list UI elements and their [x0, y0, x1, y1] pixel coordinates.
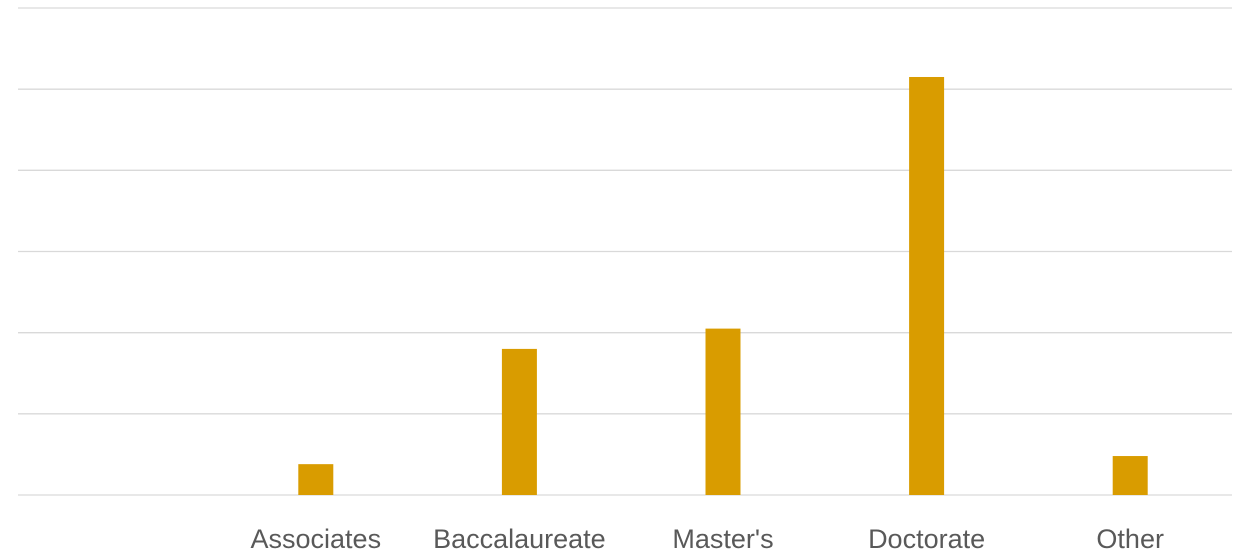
bar-doctorate: [909, 76, 945, 495]
bar-associates: [298, 464, 334, 495]
gridlines: [18, 7, 1232, 496]
bar-baccalaureate: [501, 348, 537, 495]
bars: [298, 76, 1148, 495]
category-label: Baccalaureate: [433, 524, 606, 554]
bar-other: [1112, 456, 1148, 495]
bar-master-s: [705, 328, 741, 495]
category-label: Master's: [672, 524, 773, 554]
category-label: Other: [1096, 524, 1164, 554]
category-label: Associates: [251, 524, 382, 554]
category-label: Doctorate: [868, 524, 985, 554]
category-labels: Associates Baccalaureate Master's Doctorate…: [251, 524, 1164, 554]
